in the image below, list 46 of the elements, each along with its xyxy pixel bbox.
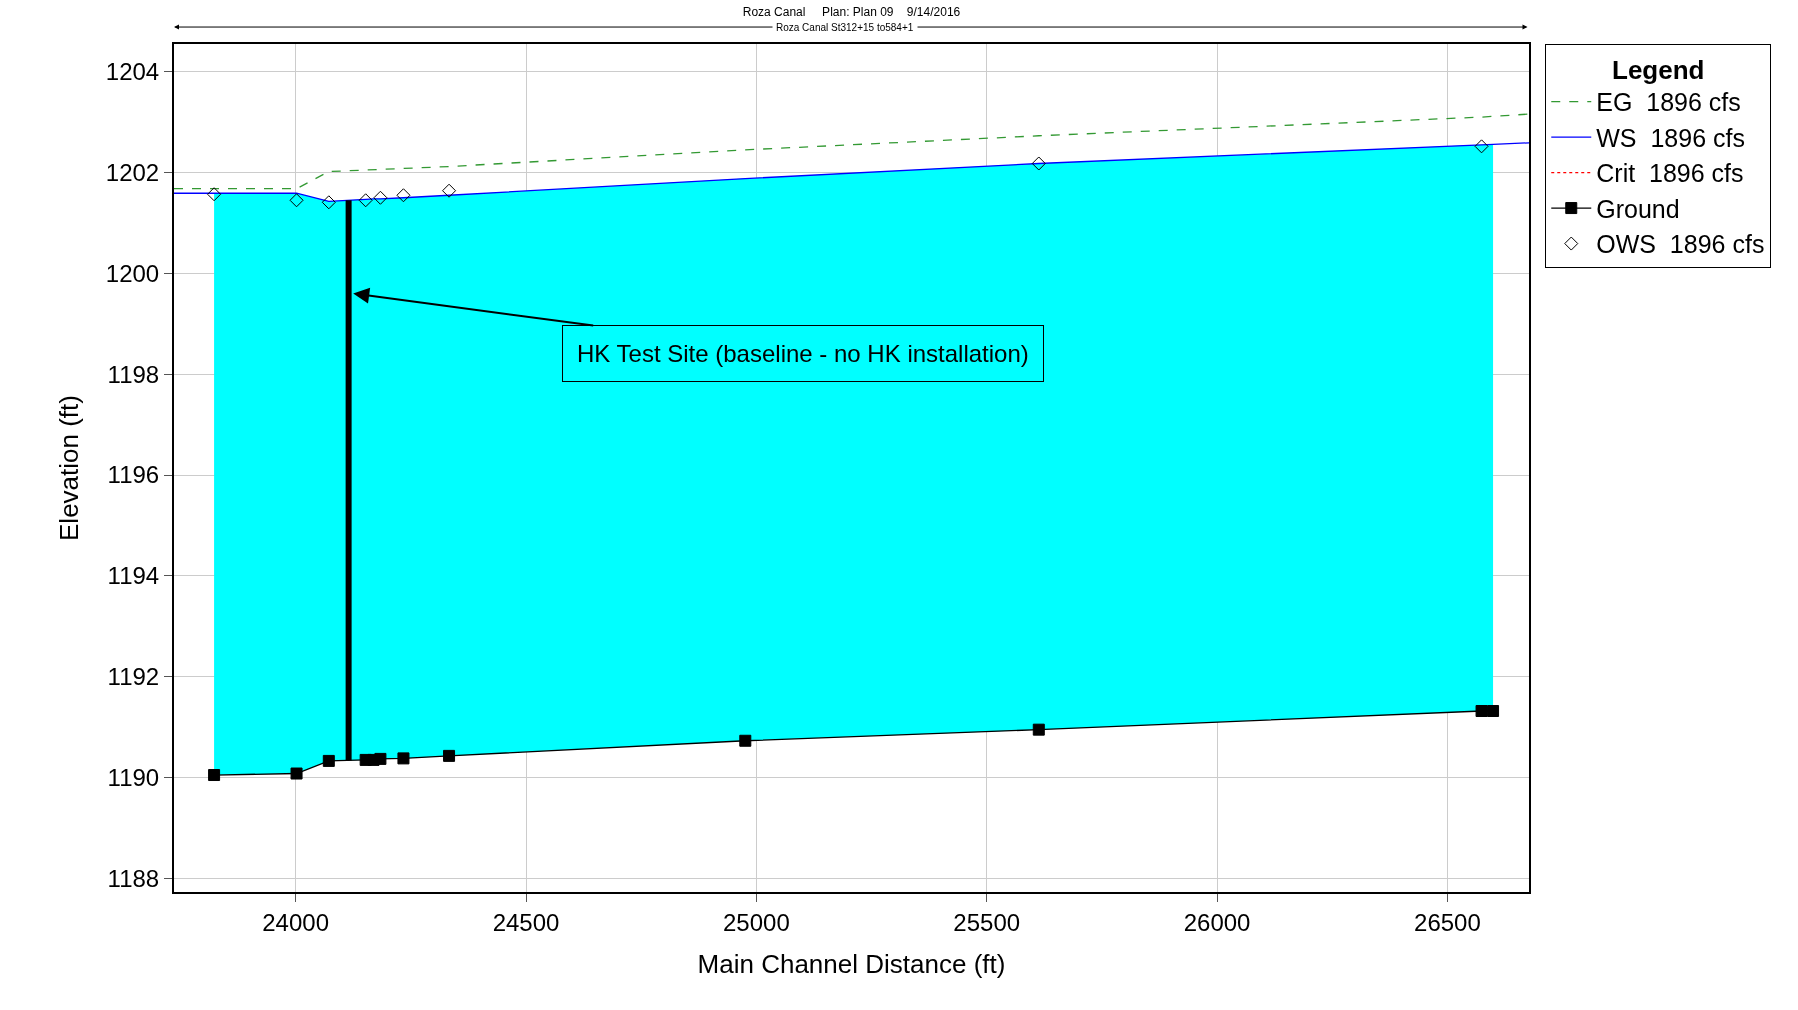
y-tick-label: 1204	[105, 58, 160, 86]
x-tick-label: 25500	[953, 908, 1021, 936]
point	[290, 767, 303, 780]
point	[289, 193, 304, 208]
x-tick-label: 24500	[492, 908, 560, 936]
point	[739, 734, 752, 747]
x-tick-label: 25000	[722, 908, 790, 936]
point	[1032, 723, 1045, 736]
point	[1475, 705, 1488, 718]
y-tick-label: 1198	[107, 360, 160, 388]
y-tick-label: 1196	[107, 461, 160, 489]
point	[373, 190, 388, 205]
point	[1474, 139, 1489, 154]
legend-label: EG 1896 cfs	[1596, 88, 1741, 117]
point	[443, 749, 456, 762]
legend-title: Legend	[1612, 54, 1705, 85]
point	[208, 769, 221, 782]
chart-title: Roza Canal Plan: Plan 09 9/14/2016	[742, 5, 961, 20]
x-axis-title: Main Channel Distance (ft)	[697, 949, 1006, 979]
y-tick-label: 1202	[105, 158, 160, 186]
legend-label: OWS 1896 cfs	[1596, 230, 1765, 259]
point	[322, 754, 335, 767]
chart-subtitle: Roza Canal St312+15 to584+1	[776, 22, 914, 33]
point	[358, 193, 373, 208]
annotation: HK Test Site (baseline - no HK installation)	[577, 340, 1029, 367]
x-tick-label: 26500	[1414, 908, 1481, 936]
legend-label: WS 1896 cfs	[1596, 123, 1745, 152]
point	[1487, 705, 1500, 718]
y-tick-label: 1200	[105, 259, 160, 287]
legend-label: Crit 1896 cfs	[1596, 159, 1744, 188]
point	[396, 188, 411, 203]
legend-label: Ground	[1596, 194, 1680, 223]
point	[207, 187, 222, 202]
y-tick-label: 1194	[107, 562, 160, 590]
point	[1031, 156, 1046, 171]
x-tick-label: 26000	[1183, 908, 1251, 936]
x-tick-label: 24000	[262, 908, 330, 936]
y-axis-title: Elevation (ft)	[53, 395, 84, 541]
y-tick-label: 1192	[107, 663, 160, 691]
point	[442, 183, 457, 198]
point	[321, 195, 336, 210]
point	[374, 752, 387, 765]
line-series	[174, 113, 1529, 190]
point	[397, 752, 410, 765]
y-tick-label: 1190	[107, 763, 160, 791]
y-tick-label: 1188	[107, 864, 160, 892]
